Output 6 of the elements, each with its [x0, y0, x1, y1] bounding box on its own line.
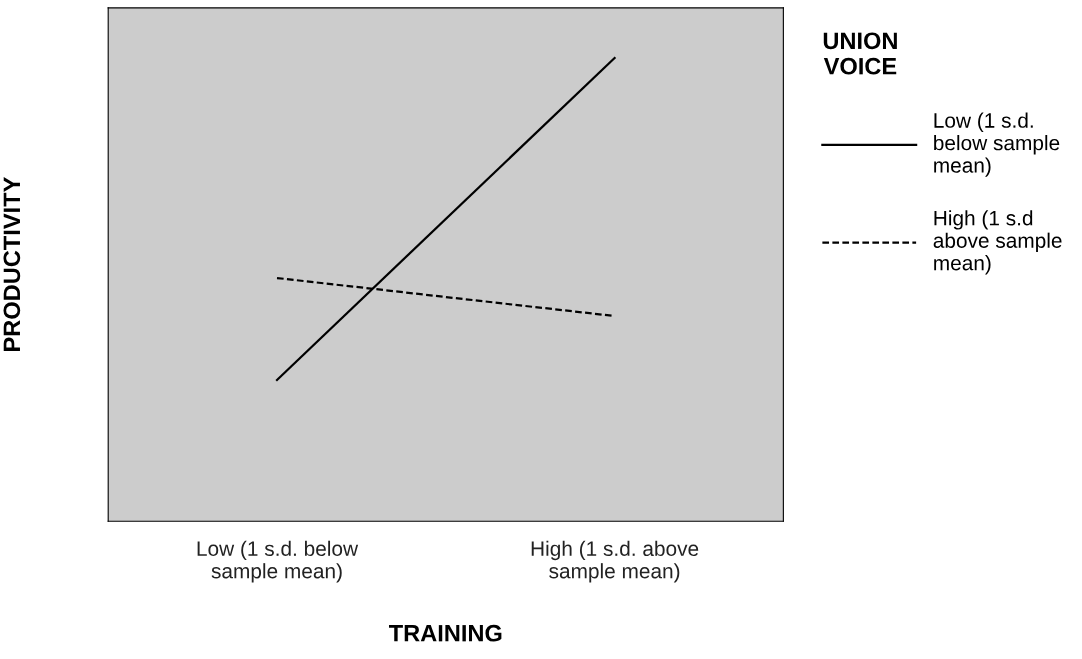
- x-tick-label: High (1 s.d. above sample mean): [531, 540, 699, 583]
- legend-label: High (1 s.d above sample mean): [933, 210, 1062, 275]
- x-axis-title: TRAINING: [388, 624, 502, 642]
- y-axis-title: PRODUCTIVITY: [3, 177, 21, 351]
- legend-title: UNION VOICE: [823, 32, 897, 75]
- legend-label: Low (1 s.d. below sample mean): [934, 112, 1060, 177]
